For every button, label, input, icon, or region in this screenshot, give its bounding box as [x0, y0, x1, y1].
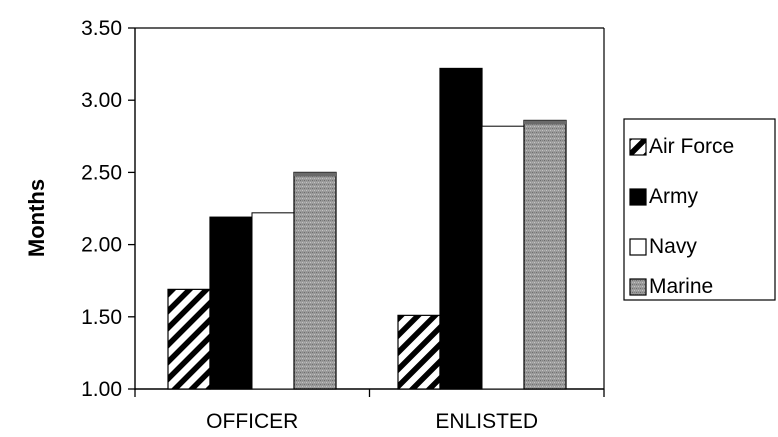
- legend-label-marine: Marine: [649, 275, 713, 298]
- x-category-label: ENLISTED: [435, 410, 538, 433]
- bar-air-force-officer: [167, 288, 211, 390]
- legend-swatch-marine: [629, 278, 647, 296]
- y-tick-label: 1.50: [81, 306, 122, 329]
- x-category-label: OFFICER: [206, 410, 298, 433]
- y-tick-label: 3.50: [81, 17, 122, 40]
- legend-label-army: Army: [649, 185, 698, 208]
- bars-group: [167, 67, 567, 390]
- legend-label-navy: Navy: [649, 235, 697, 258]
- bar-marine-enlisted: [523, 119, 567, 390]
- legend-box: [623, 118, 776, 301]
- legend-swatch-air-force: [629, 138, 647, 156]
- y-tick-label: 1.00: [81, 378, 122, 401]
- x-category-labels: OFFICER ENLISTED: [206, 410, 538, 433]
- legend-swatch-army: [629, 188, 647, 206]
- y-tick-labels: 1.00 1.50 2.00 2.50 3.00 3.50: [81, 17, 122, 401]
- bar-cap-enlisted: [524, 120, 566, 125]
- y-tick-label: 3.00: [81, 89, 122, 112]
- bar-marine-officer: [293, 171, 337, 390]
- bar-army-officer: [209, 216, 253, 390]
- y-tick-label: 2.00: [81, 234, 122, 257]
- bar-navy-officer: [251, 212, 295, 390]
- legend: Air Force Army Navy Marine: [623, 118, 776, 301]
- y-tick-label: 2.50: [81, 161, 122, 184]
- bar-air-force-enlisted: [397, 314, 441, 390]
- legend-label-air-force: Air Force: [649, 135, 734, 158]
- y-axis-label: Months: [24, 179, 49, 257]
- bar-navy-enlisted: [481, 125, 525, 390]
- bar-cap-officer: [294, 172, 336, 177]
- legend-swatch-navy: [629, 238, 647, 256]
- bar-army-enlisted: [439, 67, 483, 390]
